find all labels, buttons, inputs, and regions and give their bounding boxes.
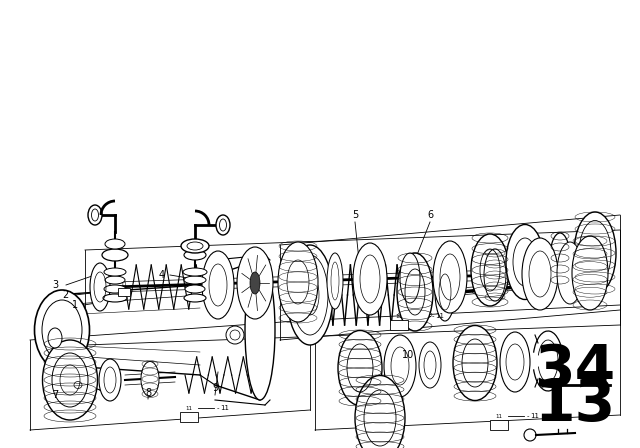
Ellipse shape — [202, 251, 234, 319]
Ellipse shape — [453, 326, 497, 401]
Text: 9: 9 — [212, 383, 218, 393]
Ellipse shape — [103, 294, 127, 302]
Ellipse shape — [42, 340, 97, 420]
Ellipse shape — [42, 300, 82, 360]
Ellipse shape — [287, 245, 333, 345]
Ellipse shape — [104, 285, 126, 293]
Ellipse shape — [419, 342, 441, 388]
Ellipse shape — [338, 331, 382, 405]
Ellipse shape — [557, 242, 583, 304]
Text: 2: 2 — [62, 290, 68, 300]
Ellipse shape — [500, 332, 530, 392]
Ellipse shape — [70, 378, 86, 392]
Text: 4: 4 — [159, 270, 165, 280]
Text: 8: 8 — [145, 388, 151, 398]
Ellipse shape — [102, 249, 128, 261]
Text: 34: 34 — [534, 341, 616, 399]
Ellipse shape — [353, 243, 387, 315]
Ellipse shape — [48, 328, 62, 348]
Ellipse shape — [435, 263, 455, 321]
Ellipse shape — [522, 238, 558, 310]
Ellipse shape — [384, 335, 416, 397]
Text: 13: 13 — [534, 376, 616, 434]
Ellipse shape — [301, 275, 319, 315]
Ellipse shape — [90, 263, 110, 311]
Text: 11: 11 — [396, 314, 403, 319]
Text: 11: 11 — [435, 313, 445, 319]
Ellipse shape — [327, 253, 343, 309]
Ellipse shape — [184, 276, 206, 284]
Ellipse shape — [278, 242, 318, 322]
Text: 11: 11 — [186, 405, 193, 410]
Ellipse shape — [104, 268, 126, 276]
Ellipse shape — [183, 268, 207, 276]
Ellipse shape — [88, 205, 102, 225]
Text: 5: 5 — [352, 210, 358, 220]
Ellipse shape — [187, 242, 203, 250]
Ellipse shape — [237, 247, 273, 319]
Ellipse shape — [35, 290, 90, 370]
Text: 3: 3 — [52, 280, 58, 290]
Ellipse shape — [220, 219, 227, 231]
Text: 6: 6 — [427, 210, 433, 220]
Ellipse shape — [185, 285, 205, 293]
Ellipse shape — [355, 375, 405, 448]
Text: 11: 11 — [495, 414, 502, 418]
Bar — [490, 420, 508, 430]
Ellipse shape — [105, 276, 125, 284]
Ellipse shape — [226, 326, 244, 344]
Text: -: - — [217, 405, 220, 411]
Ellipse shape — [292, 255, 328, 335]
Text: 11: 11 — [120, 281, 127, 287]
Bar — [118, 288, 130, 296]
Bar — [180, 412, 198, 422]
Ellipse shape — [433, 241, 467, 313]
Ellipse shape — [184, 294, 206, 302]
Text: 11: 11 — [221, 405, 230, 411]
Ellipse shape — [74, 382, 82, 388]
Ellipse shape — [184, 250, 206, 260]
Text: -: - — [527, 413, 529, 419]
Text: 1: 1 — [72, 300, 78, 310]
Ellipse shape — [245, 260, 275, 400]
Ellipse shape — [216, 215, 230, 235]
Ellipse shape — [92, 209, 99, 221]
Ellipse shape — [574, 212, 616, 294]
Ellipse shape — [250, 272, 260, 294]
Ellipse shape — [181, 239, 209, 253]
Ellipse shape — [230, 330, 240, 340]
Ellipse shape — [484, 249, 506, 301]
Ellipse shape — [99, 359, 121, 401]
Ellipse shape — [105, 239, 125, 249]
Ellipse shape — [550, 233, 570, 283]
Text: 10: 10 — [402, 350, 414, 360]
Bar — [390, 320, 408, 330]
Ellipse shape — [506, 224, 544, 300]
Ellipse shape — [400, 253, 420, 303]
Ellipse shape — [572, 236, 608, 310]
Ellipse shape — [397, 253, 433, 331]
Text: -: - — [432, 313, 435, 319]
Text: 11: 11 — [531, 413, 540, 419]
Ellipse shape — [141, 362, 159, 396]
Text: 7: 7 — [52, 390, 58, 400]
Ellipse shape — [471, 234, 509, 306]
